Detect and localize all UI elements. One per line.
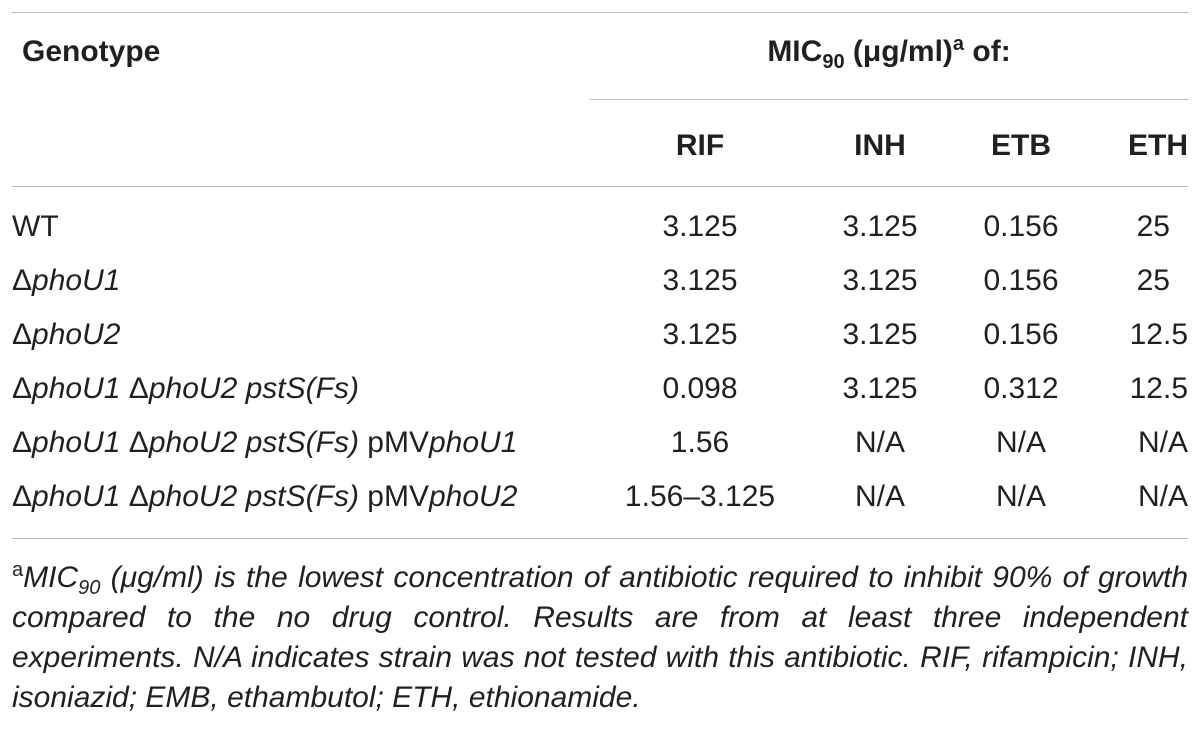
genotype-cell: ΔphoU2 [12, 317, 120, 353]
gene-name: phoU2 [32, 318, 121, 351]
value-rif: 1.56 [670, 426, 730, 459]
value-rif: 0.098 [662, 372, 738, 405]
value-inh: N/A [854, 426, 906, 459]
value-rif: 1.56–3.125 [624, 480, 776, 513]
deletion-symbol: Δ [128, 426, 149, 459]
genotype-text: WT [12, 210, 59, 243]
mic-header-main: MIC [767, 35, 823, 68]
gene-name: phoU1 [32, 426, 121, 459]
column-header-inh: INH [854, 129, 906, 162]
value-rif: 3.125 [662, 318, 738, 351]
mic-header-footnote-marker: a [952, 33, 965, 55]
value-rif: 3.125 [662, 210, 738, 243]
deletion-symbol: Δ [128, 372, 149, 405]
value-eth: 25 [1136, 264, 1170, 297]
plasmid-gene-name: phoU1 [428, 426, 518, 459]
value-eth: N/A [1137, 426, 1188, 459]
column-header-eth: ETH [1128, 129, 1188, 162]
mic-group-header: MIC90 (μg/ml)a of: [767, 33, 1011, 73]
footnote-marker: a [12, 559, 24, 581]
value-etb: 0.312 [983, 372, 1059, 405]
table-footnote: aMIC90 (μg/ml) is the lowest concentrati… [12, 558, 1188, 718]
footnote-mic: MIC [23, 561, 79, 594]
value-etb: 0.156 [983, 210, 1059, 243]
deletion-symbol: Δ [12, 318, 33, 351]
genotype-cell: ΔphoU1 ΔphoU2 pstS(Fs) pMVphoU1 [12, 425, 517, 461]
gene-name: phoU2 [148, 426, 238, 459]
deletion-symbol: Δ [12, 372, 33, 405]
value-inh: 3.125 [842, 264, 918, 297]
plasmid-name: pMV [367, 480, 429, 513]
gene-name: phoU2 [148, 372, 238, 405]
value-etb: 0.156 [983, 264, 1059, 297]
deletion-symbol: Δ [12, 480, 33, 513]
genotype-cell: WT [12, 209, 59, 245]
value-eth: 12.5 [1129, 318, 1188, 351]
plasmid-name: pMV [367, 426, 429, 459]
mic-header-tail: of: [964, 35, 1011, 68]
gene-name: pstS(Fs) [245, 480, 359, 513]
value-eth: 12.5 [1129, 372, 1188, 405]
mic-header-sub: 90 [822, 51, 845, 73]
genotype-header: Genotype [22, 34, 160, 70]
mic-group-rule [590, 99, 1188, 100]
deletion-symbol: Δ [12, 426, 33, 459]
value-eth: 25 [1136, 210, 1170, 243]
mic-header-unit: (μg/ml) [844, 35, 953, 68]
gene-name: pstS(Fs) [245, 372, 359, 405]
value-etb: N/A [995, 426, 1047, 459]
value-inh: N/A [854, 480, 906, 513]
table-bottom-rule [12, 538, 1188, 539]
genotype-cell: ΔphoU1 ΔphoU2 pstS(Fs) [12, 371, 359, 407]
genotype-header-label: Genotype [22, 35, 161, 68]
value-inh: 3.125 [842, 318, 918, 351]
value-inh: 3.125 [842, 372, 918, 405]
gene-name: phoU1 [32, 480, 121, 513]
footnote-mic-sub: 90 [78, 577, 101, 599]
value-etb: 0.156 [983, 318, 1059, 351]
plasmid-gene-name: phoU2 [428, 480, 518, 513]
column-header-etb: ETB [991, 129, 1051, 162]
footnote-text: (μg/ml) is the lowest concentration of a… [12, 561, 1188, 714]
deletion-symbol: Δ [12, 264, 33, 297]
value-rif: 3.125 [662, 264, 738, 297]
genotype-cell: ΔphoU1 [12, 263, 120, 299]
gene-name: phoU2 [148, 480, 238, 513]
value-etb: N/A [995, 480, 1047, 513]
gene-name: phoU1 [32, 372, 121, 405]
top-rule [12, 12, 1188, 13]
deletion-symbol: Δ [128, 480, 149, 513]
header-bottom-rule [12, 186, 1188, 187]
gene-name: pstS(Fs) [245, 426, 359, 459]
gene-name: phoU1 [32, 264, 121, 297]
genotype-cell: ΔphoU1 ΔphoU2 pstS(Fs) pMVphoU2 [12, 479, 517, 515]
value-inh: 3.125 [842, 210, 918, 243]
column-header-rif: RIF [675, 129, 725, 162]
value-eth: N/A [1137, 480, 1188, 513]
